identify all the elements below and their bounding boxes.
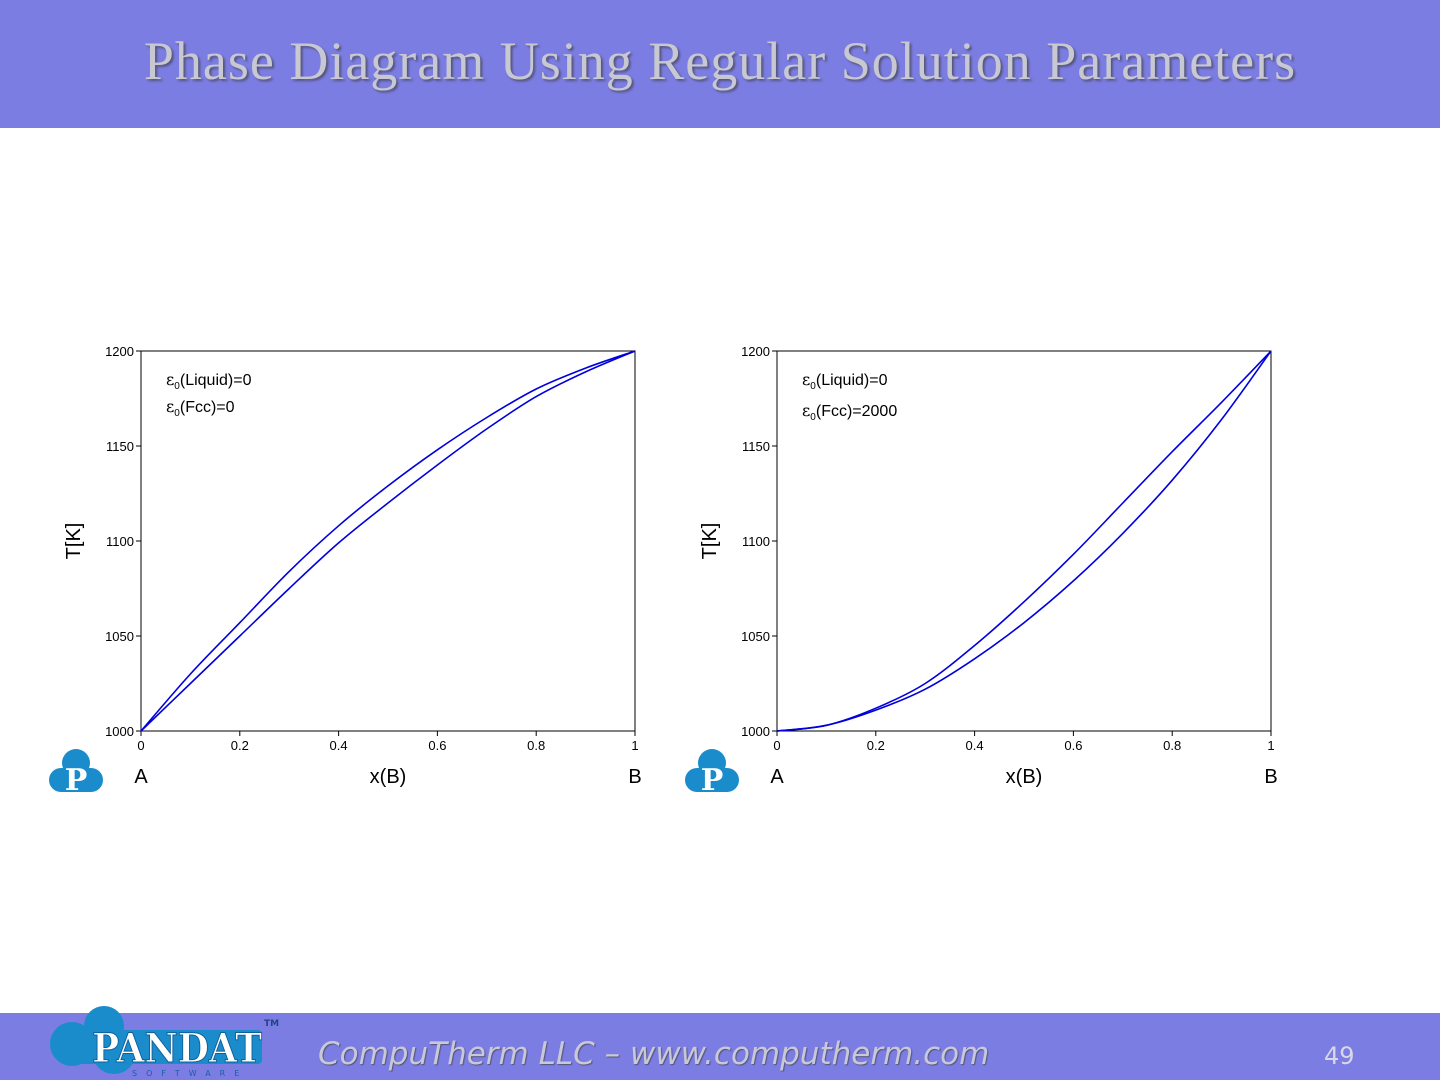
annotation-text: (Fcc)=2000	[816, 403, 897, 420]
liquidus-curve	[140, 350, 636, 732]
y-tick-label: 1100	[742, 534, 770, 549]
y-tick-label: 1150	[742, 439, 770, 454]
annotation-subscript: 0	[174, 408, 180, 419]
end-label-b: B	[628, 766, 641, 788]
x-tick-label: 0.6	[1064, 738, 1082, 753]
liquidus-curve	[776, 350, 1272, 732]
y-tick-label: 1100	[106, 534, 134, 549]
annotation-text: (Liquid)=0	[816, 372, 888, 389]
annotation-text: (Fcc)=0	[180, 399, 235, 416]
solidus-curve	[776, 350, 1272, 732]
y-tick-label: 1000	[741, 724, 770, 739]
y-tick-label: 1150	[106, 439, 134, 454]
y-tick-label: 1050	[105, 629, 134, 644]
logo-trademark: TM	[264, 1019, 279, 1029]
logo-wordmark: PANDAT	[92, 1025, 262, 1072]
x-tick-label: 0.6	[428, 738, 446, 753]
x-axis-label: x(B)	[370, 766, 407, 788]
annotation-text: (Liquid)=0	[180, 372, 252, 389]
x-tick-label: 0.8	[527, 738, 545, 753]
annotation-subscript: 0	[810, 412, 816, 423]
annotation-symbol: ε	[166, 370, 174, 389]
x-tick-label: 0.8	[1163, 738, 1181, 753]
phase-diagram-right: 1000 1050 1100 1150 1200 0 0.2 0.4 0.6 0.8 1 T[K] x(…	[699, 344, 1278, 788]
footer-company: CompuTherm LLC – www.computherm.com	[318, 1036, 990, 1072]
annotation-label: ε0(Liquid)=0	[802, 370, 888, 392]
logo-subtext: SOFTWARE	[132, 1069, 248, 1078]
y-axis-label: T[K]	[699, 523, 721, 560]
y-tick-label: 1200	[105, 344, 134, 359]
annotation-symbol: ε	[166, 397, 174, 416]
page-number: 49	[1324, 1042, 1355, 1070]
annotation-subscript: 0	[810, 381, 816, 392]
annotation-symbol: ε	[802, 401, 810, 420]
annotation-label: ε0(Liquid)=0	[166, 370, 252, 392]
phase-diagram-left: 1000 1050 1100 1150 1200 0 0.2 0.4 0.6 0.8 1 T[K] x(…	[63, 344, 642, 788]
x-tick-label: 0.4	[966, 738, 984, 753]
x-tick-label: 0	[137, 738, 144, 753]
end-label-a: A	[770, 766, 784, 788]
x-tick-label: 0.2	[231, 738, 249, 753]
annotation-label: ε0(Fcc)=0	[166, 397, 235, 419]
x-tick-label: 0.2	[867, 738, 885, 753]
annotation-subscript: 0	[174, 381, 180, 392]
x-tick-label: 1	[631, 738, 638, 753]
annotation-label: ε0(Fcc)=2000	[802, 401, 897, 423]
pandat-logo: PANDAT SOFTWARE TM	[50, 1006, 279, 1078]
solidus-curve	[140, 350, 636, 732]
logo-cloud-icon	[50, 1006, 262, 1074]
y-tick-label: 1200	[741, 344, 770, 359]
x-tick-label: 1	[1267, 738, 1274, 753]
x-axis-label: x(B)	[1006, 766, 1043, 788]
pandat-p-icon-right: P	[685, 749, 739, 798]
title-bar	[0, 0, 1440, 128]
y-axis-label: T[K]	[63, 523, 85, 560]
end-label-b: B	[1264, 766, 1277, 788]
x-tick-label: 0	[773, 738, 780, 753]
y-tick-label: 1000	[105, 724, 134, 739]
slide-title: Phase Diagram Using Regular Solution Par…	[143, 31, 1297, 91]
end-label-a: A	[134, 766, 148, 788]
p-icon-letter: P	[701, 763, 724, 798]
y-tick-label: 1050	[741, 629, 770, 644]
p-icon-letter: P	[65, 763, 88, 798]
x-tick-label: 0.4	[330, 738, 348, 753]
annotation-symbol: ε	[802, 370, 810, 389]
pandat-p-icon-left: P	[49, 749, 103, 798]
